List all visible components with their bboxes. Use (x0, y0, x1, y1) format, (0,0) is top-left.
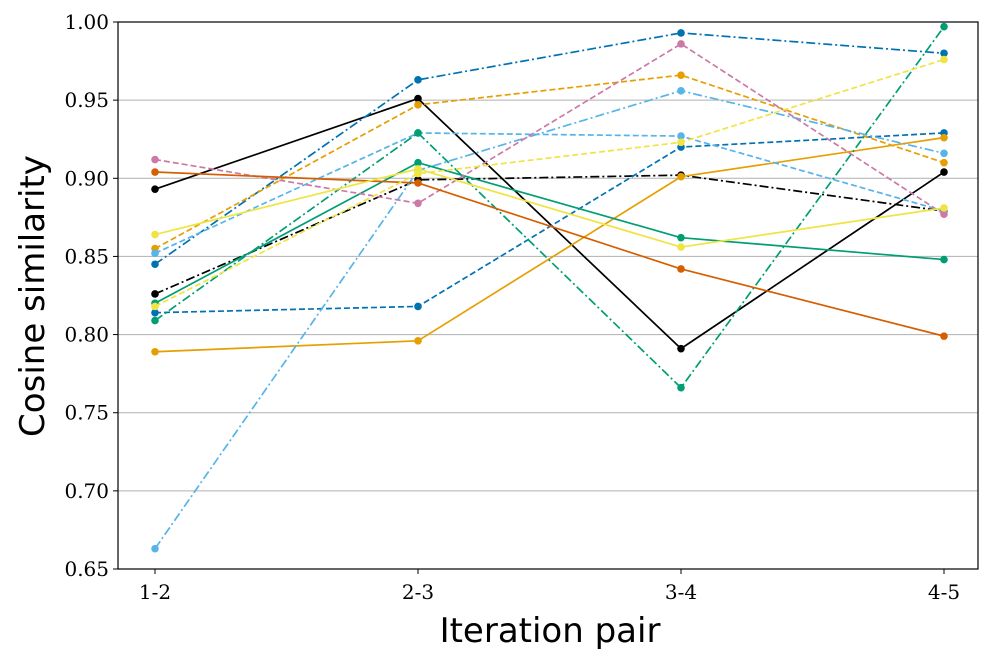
data-point (414, 158, 422, 167)
y-axis-label: Cosine similarity (13, 155, 53, 437)
x-tick-label: 2-3 (402, 580, 434, 604)
data-point (940, 49, 948, 58)
x-tick-label: 4-5 (928, 580, 960, 604)
data-point (677, 29, 685, 37)
y-tick-label: 0.65 (64, 557, 109, 581)
data-point (940, 204, 948, 212)
data-point (677, 40, 685, 48)
y-tick-label: 0.90 (64, 166, 109, 190)
data-point (414, 337, 422, 345)
y-tick-label: 0.85 (64, 244, 109, 268)
data-point (414, 302, 422, 311)
data-point (151, 544, 159, 553)
x-axis-ticks: 1-2 2-3 3-4 4-5 (139, 569, 960, 604)
data-point (677, 86, 685, 95)
plot-frame (117, 21, 979, 570)
data-point (940, 133, 948, 142)
series-line (154, 97, 945, 350)
y-axis-ticks: 0.65 0.70 0.75 0.80 0.85 0.90 0.95 1.00 (64, 10, 118, 581)
data-point (414, 169, 422, 178)
data-point (414, 179, 422, 187)
data-point (940, 210, 948, 219)
data-point (677, 243, 685, 251)
series-line (154, 132, 945, 255)
data-point (677, 383, 685, 392)
data-point (940, 332, 948, 340)
y-tick-label: 0.70 (64, 479, 109, 503)
series-s1 (151, 94, 948, 353)
data-point (151, 260, 159, 269)
series-line (154, 32, 945, 265)
data-point (940, 158, 948, 167)
data-point (940, 255, 948, 264)
series-s10 (151, 22, 948, 392)
data-point (414, 199, 422, 208)
series-lines (151, 22, 948, 553)
y-tick-label: 0.80 (64, 323, 109, 347)
data-point (151, 347, 159, 356)
x-tick-label: 1-2 (139, 580, 171, 604)
series-s9 (151, 158, 948, 308)
series-s14 (151, 55, 948, 311)
data-point (677, 233, 685, 242)
x-axis-label: Iteration pair (440, 611, 661, 651)
data-point (677, 138, 685, 147)
data-point (414, 76, 422, 84)
series-line (154, 168, 945, 248)
data-point (151, 302, 159, 311)
y-tick-label: 1.00 (64, 10, 109, 34)
series-s13 (151, 165, 948, 251)
data-point (677, 265, 685, 273)
series-line (154, 161, 945, 305)
data-point (940, 55, 948, 64)
data-point (677, 71, 685, 79)
data-point (414, 94, 422, 103)
data-point (151, 308, 159, 317)
series-line (154, 43, 945, 215)
data-point (940, 149, 948, 158)
series-s3 (151, 29, 948, 269)
data-point (151, 185, 159, 194)
data-point (151, 155, 159, 164)
series-line (154, 174, 945, 295)
x-tick-label: 3-4 (665, 580, 697, 604)
data-point (414, 129, 422, 137)
data-point (677, 132, 685, 140)
series-line (154, 26, 945, 389)
series-line (154, 89, 945, 550)
series-s11 (151, 40, 948, 219)
series-s6 (151, 133, 948, 356)
series-s12 (151, 168, 948, 340)
data-point (414, 101, 422, 109)
data-point (151, 249, 159, 258)
data-point (940, 22, 948, 31)
y-tick-label: 0.75 (64, 401, 109, 425)
data-point (677, 172, 685, 181)
y-tick-label: 0.95 (64, 88, 109, 112)
data-point (151, 230, 159, 239)
data-point (677, 344, 685, 353)
series-line (154, 58, 945, 308)
series-line (154, 136, 945, 353)
series-line (154, 171, 945, 337)
data-point (151, 290, 159, 298)
data-point (151, 316, 159, 325)
data-point (151, 168, 159, 176)
data-point (940, 168, 948, 176)
